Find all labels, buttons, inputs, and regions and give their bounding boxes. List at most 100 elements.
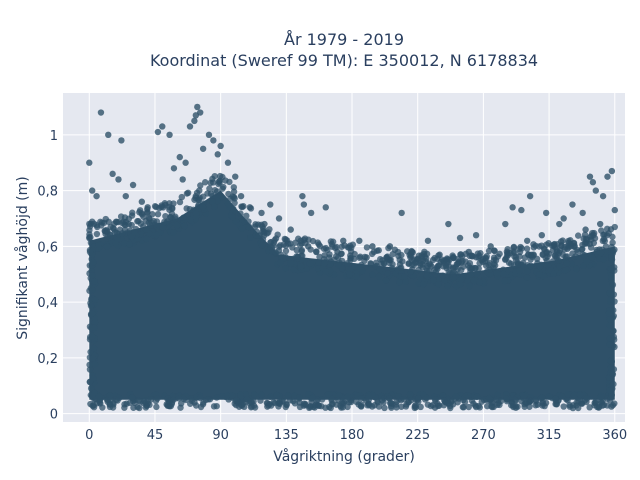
cloud-point	[213, 394, 220, 401]
cloud-point	[86, 361, 93, 368]
cloud-point	[533, 255, 541, 263]
cloud-point	[86, 231, 93, 238]
cloud-point	[165, 203, 173, 211]
cloud-point	[600, 255, 607, 263]
y-tick-label-4: 0,8	[37, 185, 58, 200]
cloud-point	[227, 195, 234, 202]
data-point-0	[86, 159, 93, 166]
cloud-point	[400, 396, 407, 403]
cloud-point	[120, 239, 128, 247]
data-point-39	[472, 231, 480, 239]
cloud-point	[159, 224, 167, 231]
cloud-point	[570, 240, 578, 247]
cloud-point	[559, 251, 567, 258]
cloud-point	[316, 243, 324, 250]
cloud-point	[349, 241, 356, 248]
cloud-point	[611, 223, 618, 231]
cloud-point	[333, 243, 340, 251]
cloud-point	[421, 396, 429, 403]
cloud-point	[126, 240, 133, 248]
cloud-point	[210, 403, 218, 410]
cloud-point	[363, 244, 371, 251]
cloud-point	[357, 395, 365, 402]
data-point-2	[105, 131, 112, 139]
data-point-32	[369, 243, 376, 250]
y-tick-label-3: 0,6	[37, 240, 58, 255]
data-point-76	[538, 231, 545, 239]
data-point-25	[275, 215, 283, 222]
cloud-point	[209, 179, 217, 186]
data-point-50	[589, 179, 597, 186]
cloud-point	[583, 236, 591, 243]
y-tick-label-0: 0	[50, 408, 58, 423]
cloud-point	[494, 401, 501, 409]
cloud-point	[191, 399, 198, 406]
cloud-point	[158, 203, 165, 211]
cloud-point	[128, 212, 136, 219]
cloud-point	[211, 203, 218, 211]
cloud-point	[270, 399, 277, 406]
cloud-point	[170, 229, 177, 236]
cloud-point	[532, 402, 539, 409]
cloud-point	[273, 391, 281, 399]
cloud-point	[146, 221, 154, 229]
cloud-point	[114, 397, 121, 404]
cloud-point	[91, 296, 99, 303]
cloud-point	[199, 203, 207, 211]
cloud-point	[493, 269, 501, 277]
cloud-point	[606, 341, 613, 348]
cloud-point	[440, 401, 448, 409]
cloud-point	[335, 262, 342, 269]
cloud-point	[481, 258, 489, 265]
cloud-point	[225, 190, 232, 198]
data-point-37	[445, 220, 452, 228]
cloud-point	[516, 253, 523, 260]
cloud-point	[449, 269, 457, 277]
cloud-point	[306, 260, 314, 267]
cloud-point	[86, 366, 94, 373]
cloud-point	[375, 273, 383, 280]
cloud-point	[89, 355, 97, 362]
x-tick-label-6: 270	[471, 428, 496, 443]
cloud-point	[318, 396, 326, 403]
data-point-11	[197, 109, 204, 116]
cloud-point	[243, 212, 250, 220]
cloud-point	[410, 261, 418, 269]
cloud-point	[570, 391, 578, 399]
data-point-41	[509, 204, 516, 211]
data-point-63	[144, 204, 151, 211]
cloud-point	[258, 242, 266, 249]
cloud-point	[173, 222, 181, 229]
cloud-point	[290, 397, 297, 405]
cloud-point	[515, 245, 523, 253]
cloud-point	[103, 243, 111, 250]
cloud-point	[218, 393, 226, 400]
cloud-point	[465, 403, 472, 411]
data-point-36	[424, 237, 432, 244]
cloud-point	[162, 212, 169, 220]
x-tick-label-2: 90	[212, 428, 229, 443]
cloud-point	[609, 239, 616, 246]
cloud-point	[372, 259, 380, 266]
cloud-point	[136, 207, 144, 214]
cloud-point	[90, 375, 97, 382]
cloud-point	[331, 256, 338, 264]
cloud-point	[118, 219, 126, 227]
cloud-point	[415, 266, 422, 274]
cloud-point	[322, 268, 329, 275]
cloud-point	[228, 392, 236, 399]
cloud-point	[514, 259, 521, 266]
x-tick-label-0: 0	[85, 428, 93, 443]
cloud-point	[272, 235, 280, 242]
cloud-point	[237, 210, 244, 217]
cloud-point	[358, 401, 365, 408]
data-point-35	[408, 248, 416, 256]
cloud-point	[402, 278, 409, 285]
cloud-point	[200, 399, 207, 406]
cloud-point	[282, 253, 289, 260]
cloud-point	[611, 343, 618, 351]
data-point-16	[182, 159, 189, 166]
cloud-point	[388, 264, 396, 272]
cloud-point	[88, 333, 96, 340]
data-point-56	[88, 187, 96, 194]
